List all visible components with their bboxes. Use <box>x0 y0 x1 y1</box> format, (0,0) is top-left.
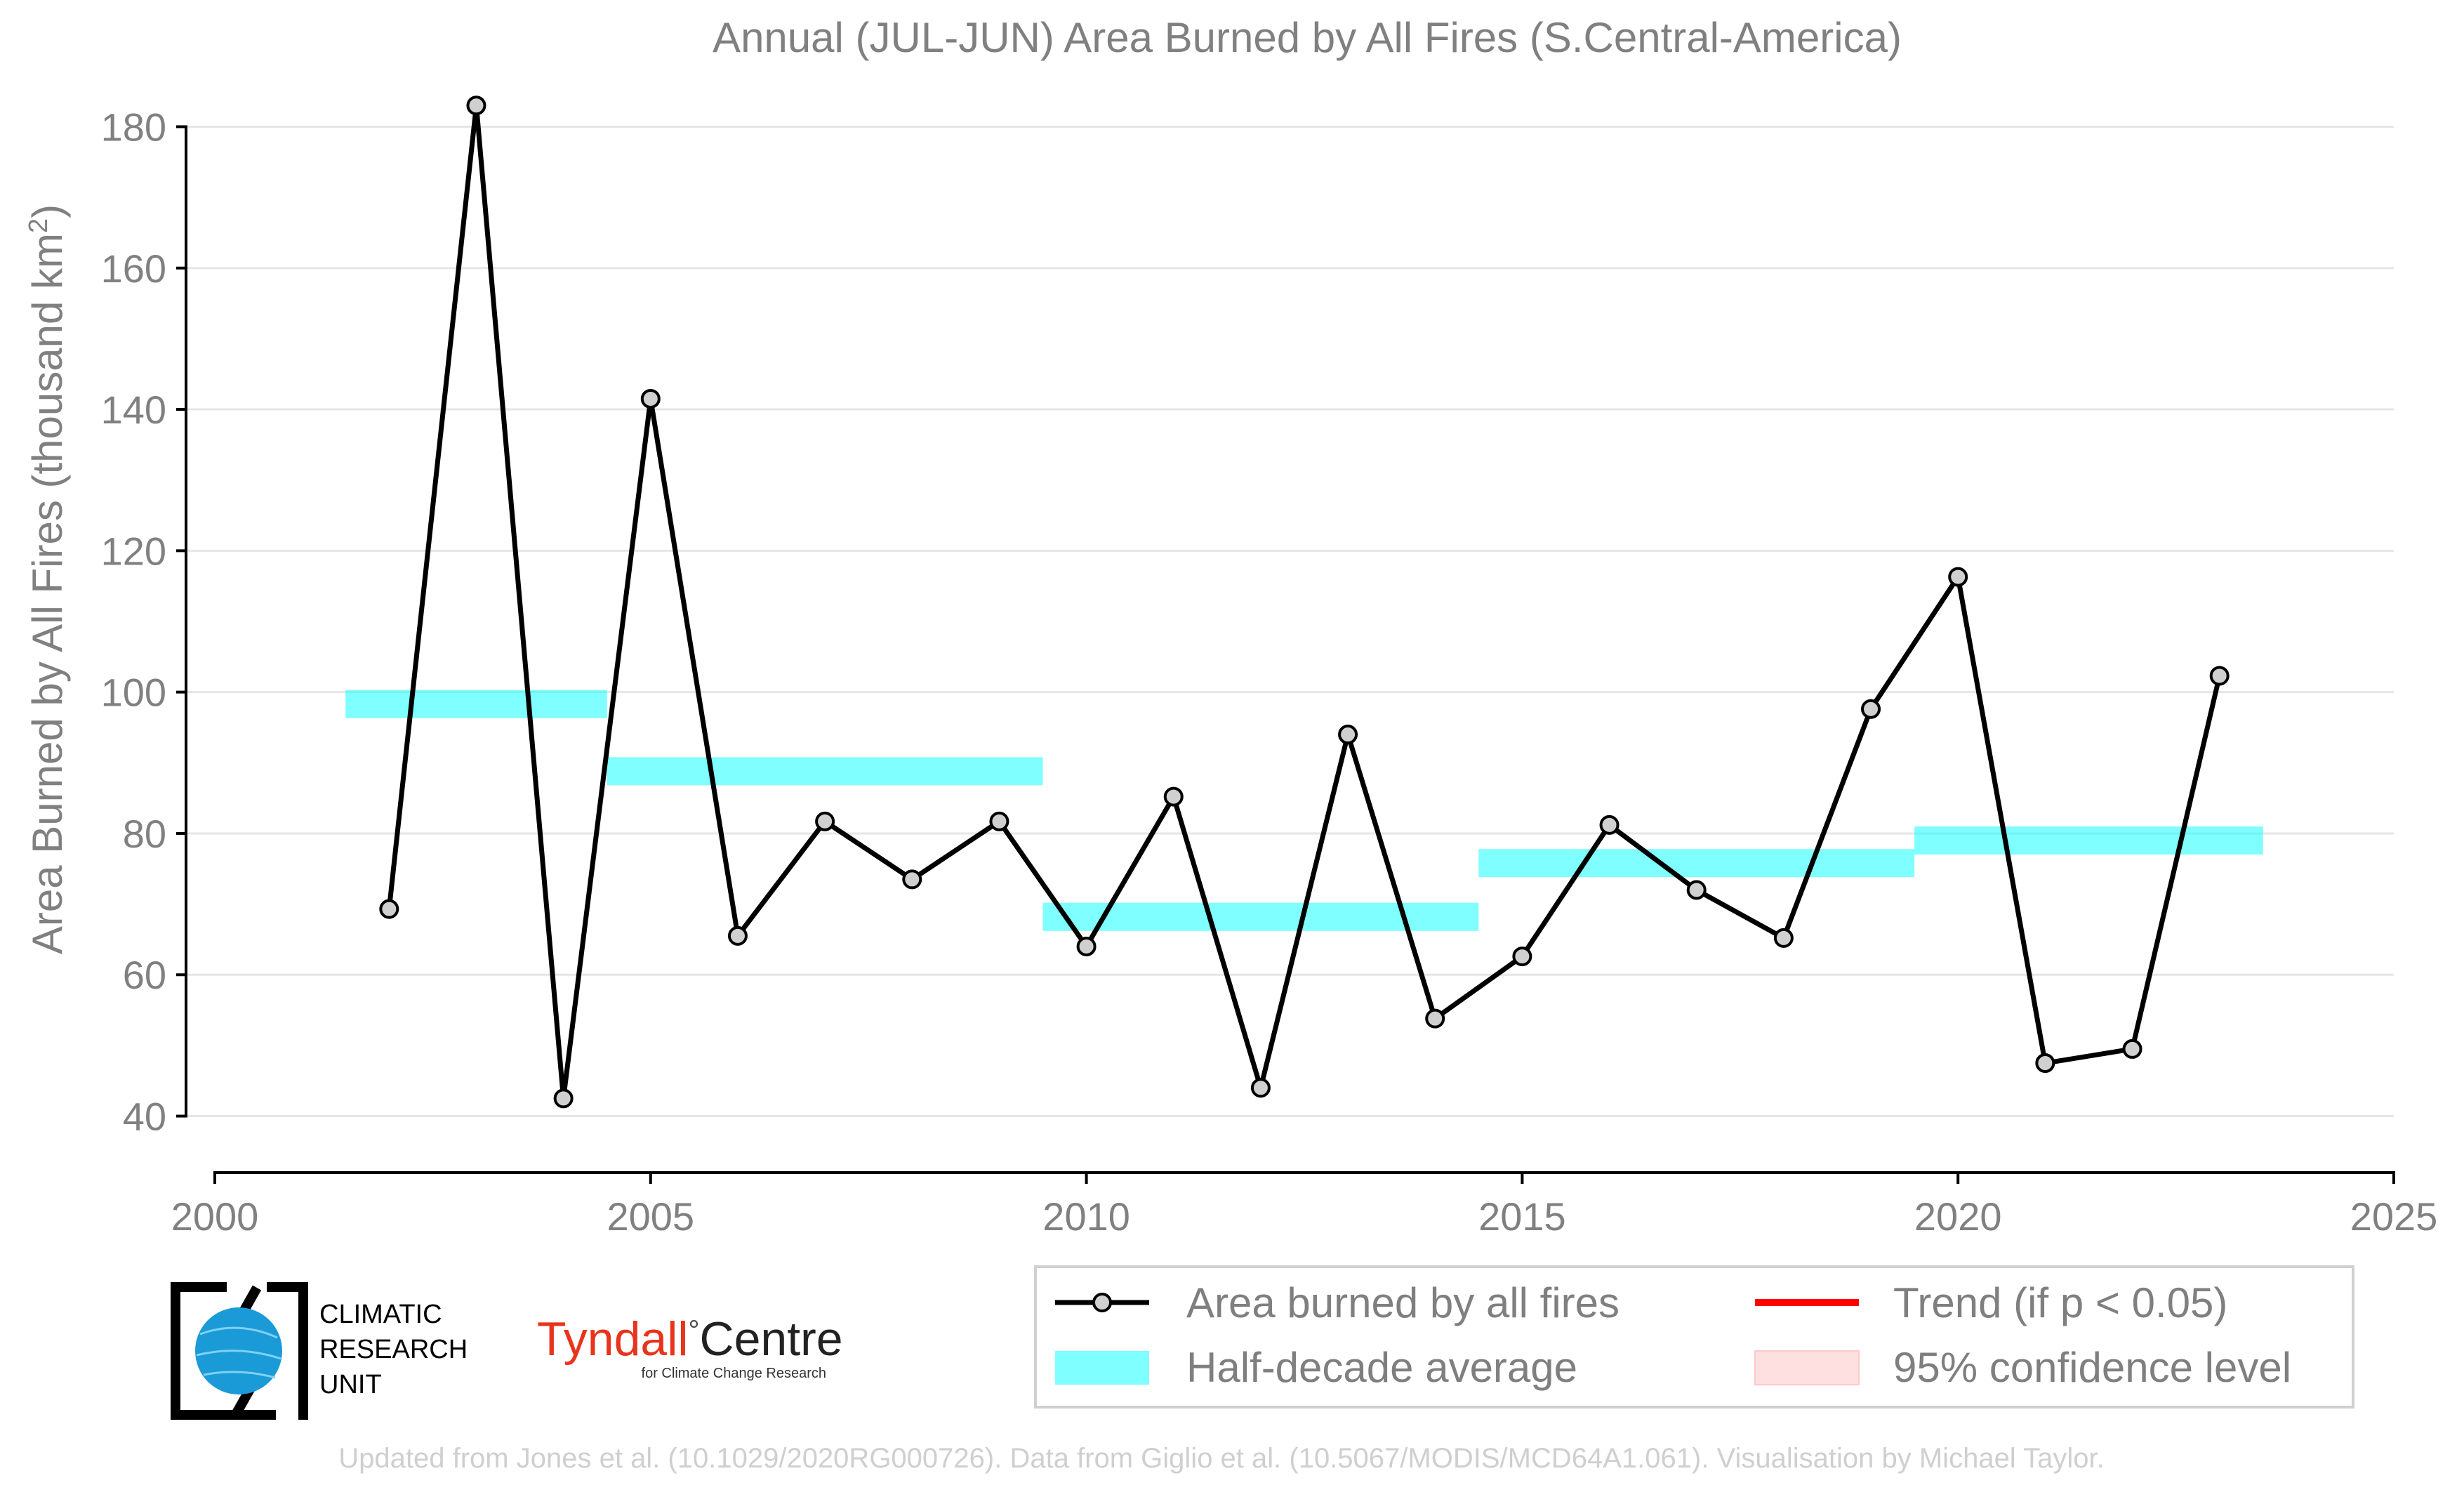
data-point <box>1512 947 1532 967</box>
half-decade-band <box>1914 826 2263 855</box>
cru-logo-frame-top <box>171 1282 227 1292</box>
cru-logo-frame-left <box>171 1282 180 1420</box>
data-point <box>1773 928 1794 948</box>
x-axis: 2000 2005 2010 2015 2020 2025 <box>171 1171 2438 1239</box>
x-tick-label: 2010 <box>1042 1194 1130 1239</box>
y-tick-label: 160 <box>101 246 166 291</box>
data-point <box>1861 699 1881 719</box>
cru-logo-line-3: UNIT <box>319 1370 382 1399</box>
y-tick-label: 80 <box>123 812 166 856</box>
data-point <box>989 811 1009 831</box>
half-decade-band <box>345 690 607 718</box>
data-point <box>1076 936 1097 956</box>
data-point <box>1163 786 1184 807</box>
y-tick-label: 40 <box>123 1095 166 1139</box>
data-series <box>379 95 2230 1109</box>
legend-marker-symbol <box>1092 1293 1112 1312</box>
legend-ci-symbol <box>1754 1350 1860 1385</box>
cru-logo-line-1: CLIMATIC <box>319 1300 442 1329</box>
x-tick-label: 2000 <box>171 1194 259 1239</box>
y-tick-label: 180 <box>101 105 166 149</box>
y-tick-label: 100 <box>101 671 166 715</box>
series-line <box>386 103 2223 1101</box>
x-tick-label: 2005 <box>607 1194 695 1239</box>
data-point <box>2122 1038 2142 1059</box>
globe-contour-1 <box>199 1326 278 1339</box>
data-point <box>2035 1053 2055 1074</box>
chart-title: Annual (JUL-JUN) Area Burned by All Fire… <box>713 14 1902 61</box>
data-point <box>466 95 486 116</box>
footer-credit: Updated from Jones et al. (10.1029/2020R… <box>338 1443 2104 1474</box>
legend: Area burned by all fires Trend (if p < 0… <box>1034 1265 2354 1409</box>
data-point <box>1425 1008 1445 1029</box>
data-point <box>640 388 661 409</box>
y-tick-label: 60 <box>123 953 166 997</box>
cru-logo-frame-right <box>298 1282 308 1420</box>
y-tick-label: 120 <box>101 529 166 573</box>
legend-box <box>1034 1265 2354 1409</box>
y-axis: 40 60 80 100 120 140 160 180 <box>101 105 187 1139</box>
data-point <box>727 925 748 946</box>
data-point <box>1686 880 1707 900</box>
data-point <box>379 899 399 919</box>
tyndall-logo: Tyndall°Centre for Climate Change Resear… <box>537 1312 843 1381</box>
data-point <box>902 869 922 890</box>
cru-logo-frame-bottom <box>171 1410 276 1420</box>
data-point <box>815 811 835 831</box>
cru-logo: CLIMATIC RESEARCH UNIT <box>171 1282 468 1420</box>
half-decade-band <box>607 757 1043 786</box>
legend-label-half-decade: Half-decade average <box>1186 1344 1577 1391</box>
legend-label-ci: 95% confidence level <box>1893 1344 2291 1391</box>
globe-contour-2 <box>196 1350 281 1360</box>
tyndall-logo-subtitle: for Climate Change Research <box>642 1366 826 1381</box>
tyndall-logo-title: Tyndall°Centre <box>537 1312 843 1366</box>
cru-logo-line-2: RESEARCH <box>319 1335 468 1364</box>
data-point <box>1338 725 1358 745</box>
half-decade-band <box>1478 849 1915 878</box>
x-tick-label: 2015 <box>1478 1194 1566 1239</box>
data-point <box>2209 666 2230 686</box>
data-point <box>1948 567 1968 587</box>
x-tick-label: 2020 <box>1914 1194 2002 1239</box>
legend-label-trend: Trend (if p < 0.05) <box>1893 1279 2227 1326</box>
legend-label-area-burned: Area burned by all fires <box>1186 1279 1620 1326</box>
y-tick-label: 140 <box>101 388 166 432</box>
cru-logo-frame-top-right <box>267 1282 308 1292</box>
data-point <box>1250 1078 1271 1098</box>
y-axis-label: Area Burned by All Fires (thousand km2) <box>24 204 71 954</box>
data-point <box>553 1088 574 1109</box>
half-decade-bands <box>345 690 2263 931</box>
data-point <box>1599 815 1620 835</box>
legend-band-symbol <box>1055 1351 1149 1385</box>
globe-contour-3 <box>203 1371 276 1379</box>
x-tick-label: 2025 <box>2350 1194 2438 1239</box>
